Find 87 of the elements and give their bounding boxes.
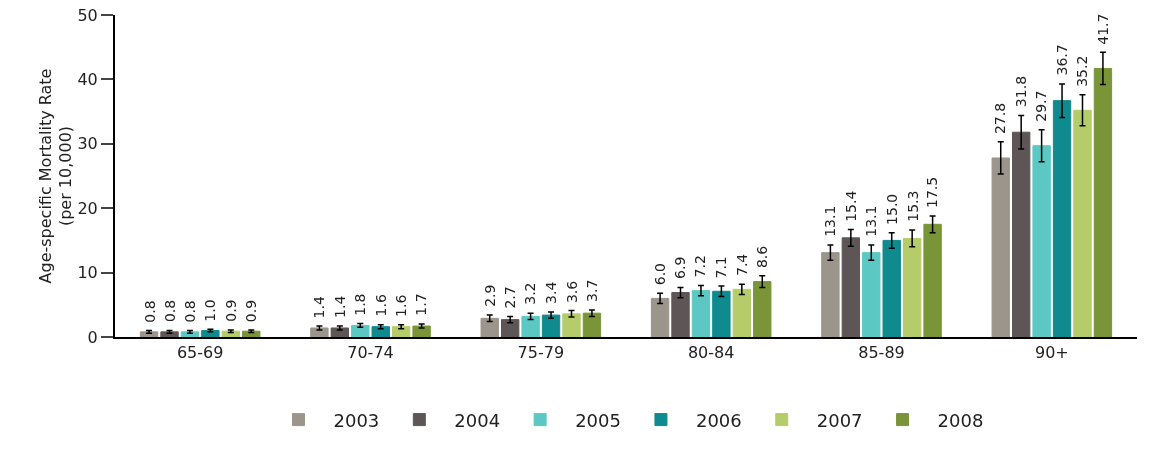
data-label: 1.0 <box>202 299 219 322</box>
y-tick-label: 30 <box>77 134 98 154</box>
legend-label: 2007 <box>816 409 863 431</box>
bar <box>882 239 901 337</box>
data-label: 1.6 <box>393 294 410 317</box>
data-label: 8.6 <box>754 245 771 269</box>
bar <box>841 237 861 337</box>
bar <box>330 327 350 337</box>
data-label: 1.8 <box>351 293 368 316</box>
data-label: 0.8 <box>182 300 199 323</box>
data-label: 1.7 <box>413 293 430 316</box>
bar <box>412 325 431 337</box>
data-label: 3.2 <box>522 282 539 305</box>
bar <box>902 237 922 337</box>
bar <box>371 326 390 337</box>
data-label: 7.4 <box>733 253 750 277</box>
data-label: 0.8 <box>141 300 158 323</box>
bar <box>562 313 581 337</box>
legend-label: 2005 <box>575 409 621 431</box>
bar <box>821 252 840 337</box>
bar <box>671 292 690 337</box>
bar <box>732 288 752 337</box>
y-axis-title: Age-specific Mortality Rate (per 10,000) <box>35 68 76 284</box>
data-label: 1.6 <box>372 294 389 317</box>
x-tick-label: 70-74 <box>347 343 394 363</box>
legend-label: 2003 <box>333 409 380 431</box>
data-label: 0.8 <box>161 299 178 323</box>
data-label: 27.8 <box>992 102 1009 135</box>
data-label: 2.9 <box>481 284 498 307</box>
bar <box>582 312 602 337</box>
data-label: 13.1 <box>821 205 838 237</box>
bar <box>862 252 881 337</box>
legend-label: 2006 <box>695 409 742 431</box>
bar <box>1032 145 1051 337</box>
bar <box>242 330 261 337</box>
bar <box>521 315 540 337</box>
bar <box>310 327 329 337</box>
legend-label: 2008 <box>937 409 984 431</box>
data-label: 36.7 <box>1053 44 1070 76</box>
x-tick-label: 80-84 <box>687 343 735 363</box>
bar <box>480 317 499 337</box>
data-label: 15.0 <box>883 193 900 225</box>
x-tick-label: 90+ <box>1034 343 1069 363</box>
data-label: 41.7 <box>1095 13 1112 45</box>
data-label: 35.2 <box>1074 55 1091 87</box>
data-label: 17.5 <box>924 176 941 209</box>
y-tick-label: 0 <box>87 327 98 347</box>
data-label: 3.7 <box>583 279 600 302</box>
bar <box>753 281 772 337</box>
data-label: 3.4 <box>543 281 560 304</box>
data-label: 7.2 <box>692 255 709 278</box>
legend-label: 2004 <box>454 409 501 431</box>
bar <box>1052 100 1072 337</box>
y-tick-label: 20 <box>77 198 98 218</box>
bar <box>1011 131 1031 337</box>
bar <box>991 157 1010 337</box>
bar <box>1093 67 1113 337</box>
bar <box>541 314 561 337</box>
data-label: 2.7 <box>501 286 518 309</box>
y-tick-label: 40 <box>77 70 98 89</box>
data-label: 29.7 <box>1033 90 1050 122</box>
bar <box>691 290 711 337</box>
x-tick-label: 85-89 <box>858 343 905 363</box>
data-label: 3.6 <box>563 280 580 304</box>
bar <box>650 297 670 337</box>
bar <box>351 324 370 337</box>
bar <box>391 326 411 337</box>
data-label: 1.4 <box>331 295 348 318</box>
y-tick-label: 50 <box>77 5 98 25</box>
data-label: 6.0 <box>651 263 668 286</box>
x-tick-label: 65-69 <box>176 343 224 363</box>
data-label: 0.9 <box>243 299 260 323</box>
data-label: 6.9 <box>672 256 689 279</box>
bar <box>500 319 520 337</box>
bar <box>221 330 241 337</box>
data-label: 15.4 <box>842 190 859 222</box>
bar <box>1073 109 1092 337</box>
bar <box>923 223 942 337</box>
data-label: 15.3 <box>904 190 921 222</box>
bar <box>712 290 731 337</box>
data-label: 0.9 <box>222 299 239 322</box>
data-label: 13.1 <box>862 205 879 237</box>
y-tick-label: 10 <box>77 263 98 283</box>
data-label: 31.8 <box>1013 75 1030 108</box>
data-label: 1.4 <box>311 296 328 319</box>
data-label: 7.1 <box>713 256 730 279</box>
x-tick-label: 75-79 <box>517 343 565 363</box>
